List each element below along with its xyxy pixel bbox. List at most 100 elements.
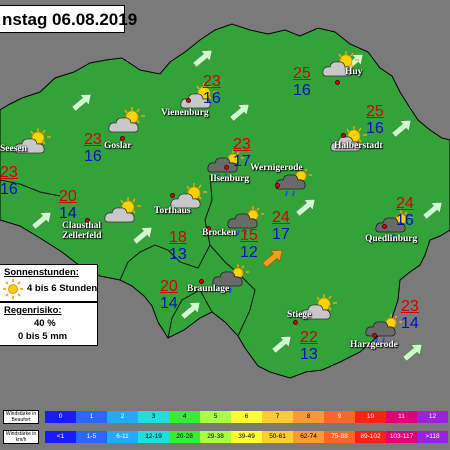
city-label: Huy [345,67,363,77]
city-label: Halberstadt [334,141,383,151]
inner-border-4 [167,289,213,339]
min-temperature: 16 [0,181,18,198]
wind-arrow-icon [31,211,52,230]
legend-kmh-cell: 62-74 [293,431,324,443]
sun-cloud-icon [322,50,360,85]
rain-cloud-icon [375,209,413,246]
legend-beaufort-cell: 11 [386,411,417,423]
min-temperature: 17 [233,153,251,170]
sun-cloud-icon [14,127,52,162]
max-temperature: 24 [272,209,290,226]
inner-border [204,174,256,337]
min-temperature: 14 [160,295,178,312]
title-box: nstag 06.08.2019 [0,5,137,33]
min-temperature: 17 [272,226,290,243]
rain-cloud-icon [227,205,265,242]
min-temperature: 16 [366,120,384,137]
legend-beaufort-cell: 2 [107,411,138,423]
rain-cloud-icon [207,149,245,186]
date-title: nstag 06.08.2019 [2,10,138,29]
legend-beaufort-cell: 0 [45,411,76,423]
city-label: Goslar [104,141,132,151]
max-temperature: 22 [300,329,318,346]
legend-beaufort-cell: 9 [324,411,355,423]
wind-arrow-icon [229,103,250,122]
city-marker [341,133,346,138]
city-label: Ilsenburg [210,174,250,184]
min-temperature: 13 [300,346,318,363]
min-temperature: 16 [293,82,311,99]
min-temperature: 14 [401,315,419,332]
city-marker [199,279,204,284]
legend-beaufort-cell: 1 [76,411,107,423]
sun-icon [3,279,23,299]
wind-arrow-icon [402,343,423,362]
legend-kmh-cell: <1 [45,431,76,443]
sun-cloud-icon [104,196,142,231]
rain-cloud-icon [212,263,250,300]
rain-cloud-icon [365,313,403,350]
city-label: Braunlage [187,284,230,294]
city-label: Quedlinburg [365,234,418,244]
wind-arrow-icon [71,93,92,112]
city-label: Brocken [202,228,237,238]
max-temperature: 25 [293,65,311,82]
rain-risk-amount: 0 bis 5 mm [18,331,68,342]
legend-kmh-cell: 50-61 [262,431,293,443]
city-label: Vienenburg [161,108,209,118]
max-temperature: 23 [84,131,102,148]
legend-kmh-cell: 1-5 [76,431,107,443]
rain-risk-heading: Regenrisiko: [4,305,62,316]
wind-arrow-icon [262,249,283,268]
legend-kmh-cell: 89-102 [355,431,386,443]
legend-beaufort-cell: 8 [293,411,324,423]
city-label: Stiege [287,310,312,320]
min-temperature: 16 [396,212,414,229]
legend-beaufort-cell: 12 [417,411,448,423]
max-temperature: 18 [169,229,187,246]
legend-beaufort-cell: 5 [200,411,231,423]
max-temperature: 23 [401,298,419,315]
city-marker [275,183,280,188]
city-marker [170,193,175,198]
legend-kmh-cell: 20-28 [169,431,200,443]
sunshine-box: Sonnenstunden: 4 bis 6 Stunden [0,264,98,302]
legend-kmh-cell: 75-88 [324,431,355,443]
region-shape [0,23,450,379]
legend-kmh-cell: >118 [417,431,448,443]
max-temperature: 25 [366,103,384,120]
city-label: Torfhaus [154,206,191,216]
max-temperature: 24 [396,195,414,212]
max-temperature: 20 [59,188,77,205]
inner-border-2 [119,244,211,281]
wind-arrow-icon [192,49,213,68]
wind-arrow-icon [422,201,443,220]
min-temperature: 13 [169,246,187,263]
wind-arrow-icon [180,301,201,320]
city-marker [293,320,298,325]
legend-beaufort-cell: 4 [169,411,200,423]
city-label: Harzgerode [350,340,398,350]
city-marker [206,226,211,231]
legend-beaufort-cell: 7 [262,411,293,423]
sun-cloud-icon [300,293,338,328]
min-temperature: 14 [59,205,77,222]
city-label: Clausthal Zellerfeld [62,221,102,241]
legend-beaufort-cell: 3 [138,411,169,423]
city-marker [382,224,387,229]
legend-kmh-cell: 103-117 [386,431,417,443]
city-label: Seesen [0,144,27,154]
min-temperature: 16 [84,148,102,165]
legend-kmh-cell: 39-49 [231,431,262,443]
wind-arrow-icon [295,198,316,217]
rain-risk-box: Regenrisiko: 40 % 0 bis 5 mm [0,302,98,346]
legend-kmh-cell: 12-19 [138,431,169,443]
min-temperature: 12 [240,244,258,261]
city-marker [224,165,229,170]
inner-border-3 [0,179,61,197]
legend-label-beaufort: Windstärke in Beaufort [3,410,39,424]
sun-cloud-icon [108,106,146,141]
sun-cloud-icon [180,82,218,117]
city-marker [372,333,377,338]
